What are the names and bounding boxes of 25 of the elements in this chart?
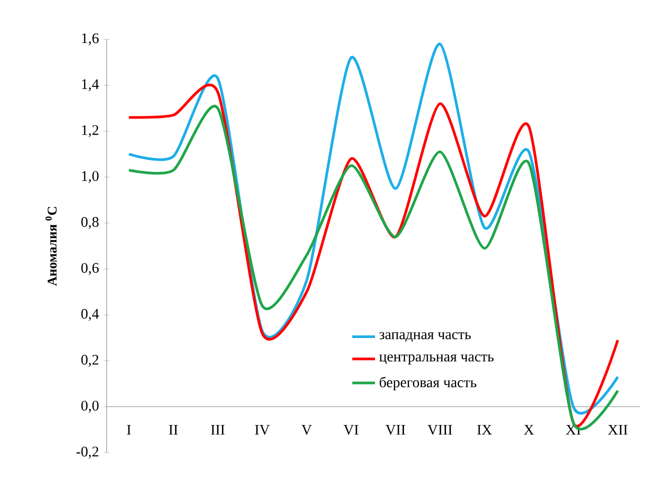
legend-label: западная часть	[379, 332, 471, 342]
x-tick-label: VIII	[428, 424, 452, 435]
x-tick-label: V	[302, 424, 312, 435]
y-tick-label: 0,6	[81, 262, 99, 275]
y-tick-label: 1,2	[82, 125, 98, 138]
y-tick-label: 1,6	[82, 33, 99, 46]
legend-label: береговая часть	[380, 376, 476, 390]
x-tick-label: IX	[477, 424, 492, 435]
x-tick-label: X	[524, 424, 534, 435]
y-tick-label: -0,2	[76, 446, 98, 459]
x-tick-label: XII	[608, 424, 628, 435]
x-tick-label: III	[210, 424, 225, 435]
text: Аномалия $^{0}$C	[45, 206, 57, 286]
x-tick-label: VII	[386, 424, 406, 435]
legend-label: центральная часть	[379, 354, 494, 364]
x-tick-label: VI	[344, 424, 358, 435]
x-tick-label: IV	[255, 424, 270, 435]
y-tick-label: 0,8	[81, 217, 99, 230]
y-tick-label: 0,2	[81, 354, 98, 367]
y-tick-label: 0,0	[81, 400, 99, 413]
x-tick-label: II	[168, 424, 178, 435]
y-tick-label: 1,4	[82, 79, 99, 92]
x-tick-label: I	[126, 424, 131, 435]
y-tick-label: 1,0	[82, 171, 99, 184]
y-tick-label: 0,4	[81, 308, 99, 321]
